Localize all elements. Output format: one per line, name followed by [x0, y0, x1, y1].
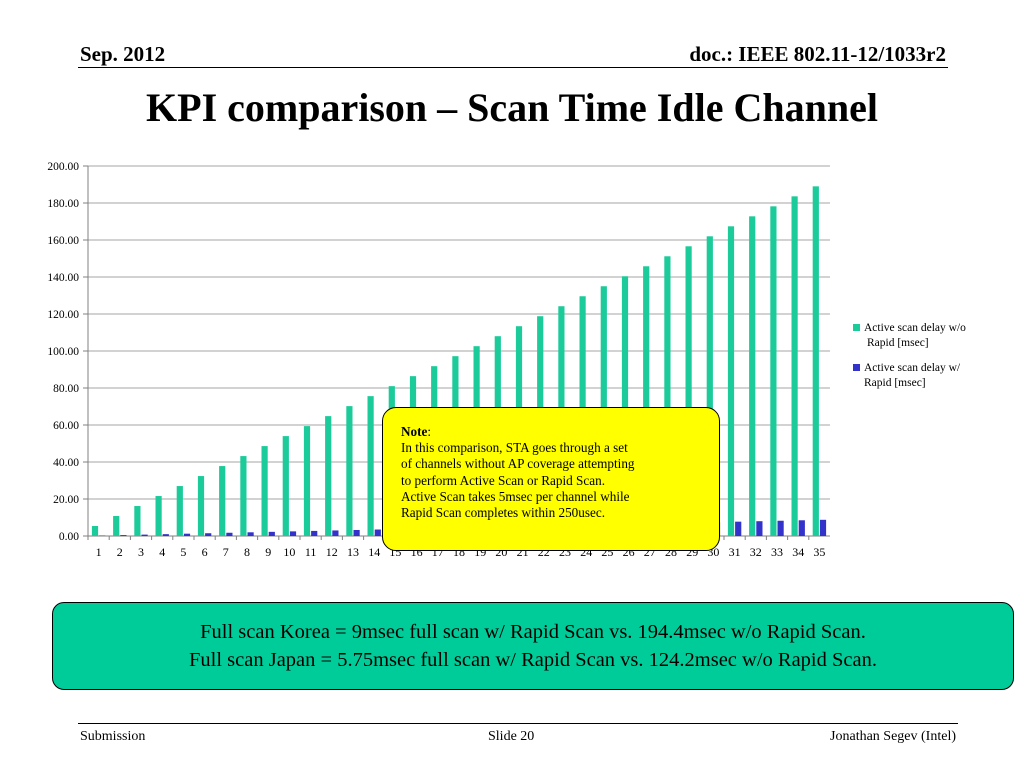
- bar-without-rapid: [664, 256, 671, 536]
- x-tick-label: 14: [368, 545, 380, 559]
- x-tick-label: 10: [283, 545, 295, 559]
- note-line: In this comparison, STA goes through a s…: [401, 440, 628, 456]
- x-tick-label: 13: [347, 545, 359, 559]
- y-tick-label: 80.00: [53, 383, 79, 395]
- bar-with-rapid: [798, 520, 805, 536]
- bar-with-rapid: [247, 532, 254, 536]
- bar-without-rapid: [240, 456, 247, 536]
- x-tick-label: 7: [223, 545, 229, 559]
- bar-with-rapid: [332, 530, 339, 536]
- bar-without-rapid: [727, 226, 735, 536]
- header-doc-id: doc.: IEEE 802.11-12/1033r2: [689, 42, 946, 66]
- bar-without-rapid: [749, 216, 756, 536]
- bar-without-rapid: [643, 266, 650, 536]
- x-tick-label: 33: [771, 545, 783, 559]
- bar-with-rapid: [141, 534, 148, 536]
- x-tick-label: 11: [305, 545, 317, 559]
- bar-with-rapid: [735, 521, 742, 536]
- y-tick-label: 20.00: [53, 494, 79, 506]
- legend-label: Active scan delay w/: [864, 362, 961, 374]
- bar-with-rapid: [756, 521, 763, 536]
- note-line: to perform Active Scan or Rapid Scan.: [401, 472, 605, 488]
- note-colon: :: [427, 424, 432, 439]
- x-tick-label: 35: [813, 545, 825, 559]
- footer-divider: [78, 723, 958, 724]
- bar-without-rapid: [706, 236, 713, 537]
- x-tick-label: 8: [244, 545, 250, 559]
- x-tick-label: 2: [117, 545, 123, 559]
- y-tick-label: 200.00: [47, 161, 79, 173]
- bar-with-rapid: [374, 529, 381, 536]
- footer-submission: Submission: [80, 729, 146, 744]
- note-line: Rapid Scan completes within 250usec.: [401, 505, 606, 521]
- legend-label: Rapid [msec]: [867, 337, 929, 349]
- x-tick-label: 9: [265, 545, 271, 559]
- legend-label: Active scan delay w/o: [864, 322, 966, 334]
- bar-without-rapid: [346, 406, 353, 536]
- bar-without-rapid: [812, 186, 819, 536]
- x-tick-label: 34: [792, 545, 804, 559]
- bar-with-rapid: [311, 530, 318, 536]
- y-tick-label: 60.00: [53, 420, 79, 432]
- header-divider: [78, 67, 948, 68]
- bar-with-rapid: [162, 534, 169, 536]
- bar-with-rapid: [819, 519, 827, 536]
- bar-without-rapid: [219, 466, 226, 536]
- legend-swatch: [853, 324, 860, 331]
- bar-without-rapid: [791, 196, 798, 536]
- bar-without-rapid: [176, 486, 183, 536]
- bar-with-rapid: [205, 533, 212, 536]
- bar-without-rapid: [367, 396, 374, 536]
- y-tick-label: 0.00: [59, 531, 79, 543]
- bar-with-rapid: [777, 520, 784, 536]
- summary-box: Full scan Korea = 9msec full scan w/ Rap…: [52, 602, 1014, 690]
- x-tick-label: 4: [159, 545, 165, 559]
- x-tick-label: 1: [96, 545, 102, 559]
- bar-without-rapid: [621, 276, 629, 536]
- bar-with-rapid: [120, 535, 127, 536]
- bar-with-rapid: [353, 529, 360, 536]
- note-callout: Note: In this comparison, STA goes throu…: [382, 407, 720, 551]
- bar-without-rapid: [303, 426, 311, 536]
- x-tick-label: 6: [202, 545, 208, 559]
- note-heading: Note: [401, 424, 428, 439]
- y-tick-label: 100.00: [47, 346, 79, 358]
- header-date: Sep. 2012: [80, 42, 166, 66]
- bar-with-rapid: [268, 531, 275, 536]
- bar-with-rapid: [226, 532, 233, 536]
- bar-without-rapid: [155, 496, 162, 536]
- y-tick-label: 40.00: [53, 457, 79, 469]
- note-line: of channels without AP coverage attempti…: [401, 456, 635, 472]
- summary-line-korea: Full scan Korea = 9msec full scan w/ Rap…: [200, 621, 866, 643]
- y-tick-label: 140.00: [47, 272, 79, 284]
- x-tick-label: 31: [729, 545, 741, 559]
- bar-without-rapid: [282, 436, 289, 536]
- footer-author: Jonathan Segev (Intel): [830, 729, 956, 744]
- bar-without-rapid: [325, 416, 332, 536]
- bar-without-rapid: [197, 476, 205, 536]
- bar-without-rapid: [91, 526, 99, 536]
- x-tick-label: 12: [326, 545, 338, 559]
- bar-without-rapid: [113, 516, 120, 536]
- bar-with-rapid: [183, 533, 191, 536]
- x-tick-label: 5: [180, 545, 186, 559]
- y-tick-label: 120.00: [47, 309, 79, 321]
- bar-without-rapid: [134, 506, 141, 536]
- y-tick-label: 160.00: [47, 235, 79, 247]
- y-tick-label: 180.00: [47, 198, 79, 210]
- bar-with-rapid: [289, 531, 297, 536]
- footer-slide-number: Slide 20: [488, 729, 535, 744]
- summary-line-japan: Full scan Japan = 5.75msec full scan w/ …: [189, 649, 877, 671]
- bar-without-rapid: [770, 206, 777, 536]
- x-tick-label: 32: [750, 545, 762, 559]
- note-line: Active Scan takes 5msec per channel whil…: [401, 488, 630, 504]
- x-tick-label: 3: [138, 545, 144, 559]
- bar-without-rapid: [685, 246, 692, 537]
- bar-without-rapid: [261, 446, 268, 536]
- slide-title: KPI comparison – Scan Time Idle Channel: [146, 85, 878, 130]
- legend-label: Rapid [msec]: [864, 377, 926, 389]
- legend-swatch: [853, 364, 860, 371]
